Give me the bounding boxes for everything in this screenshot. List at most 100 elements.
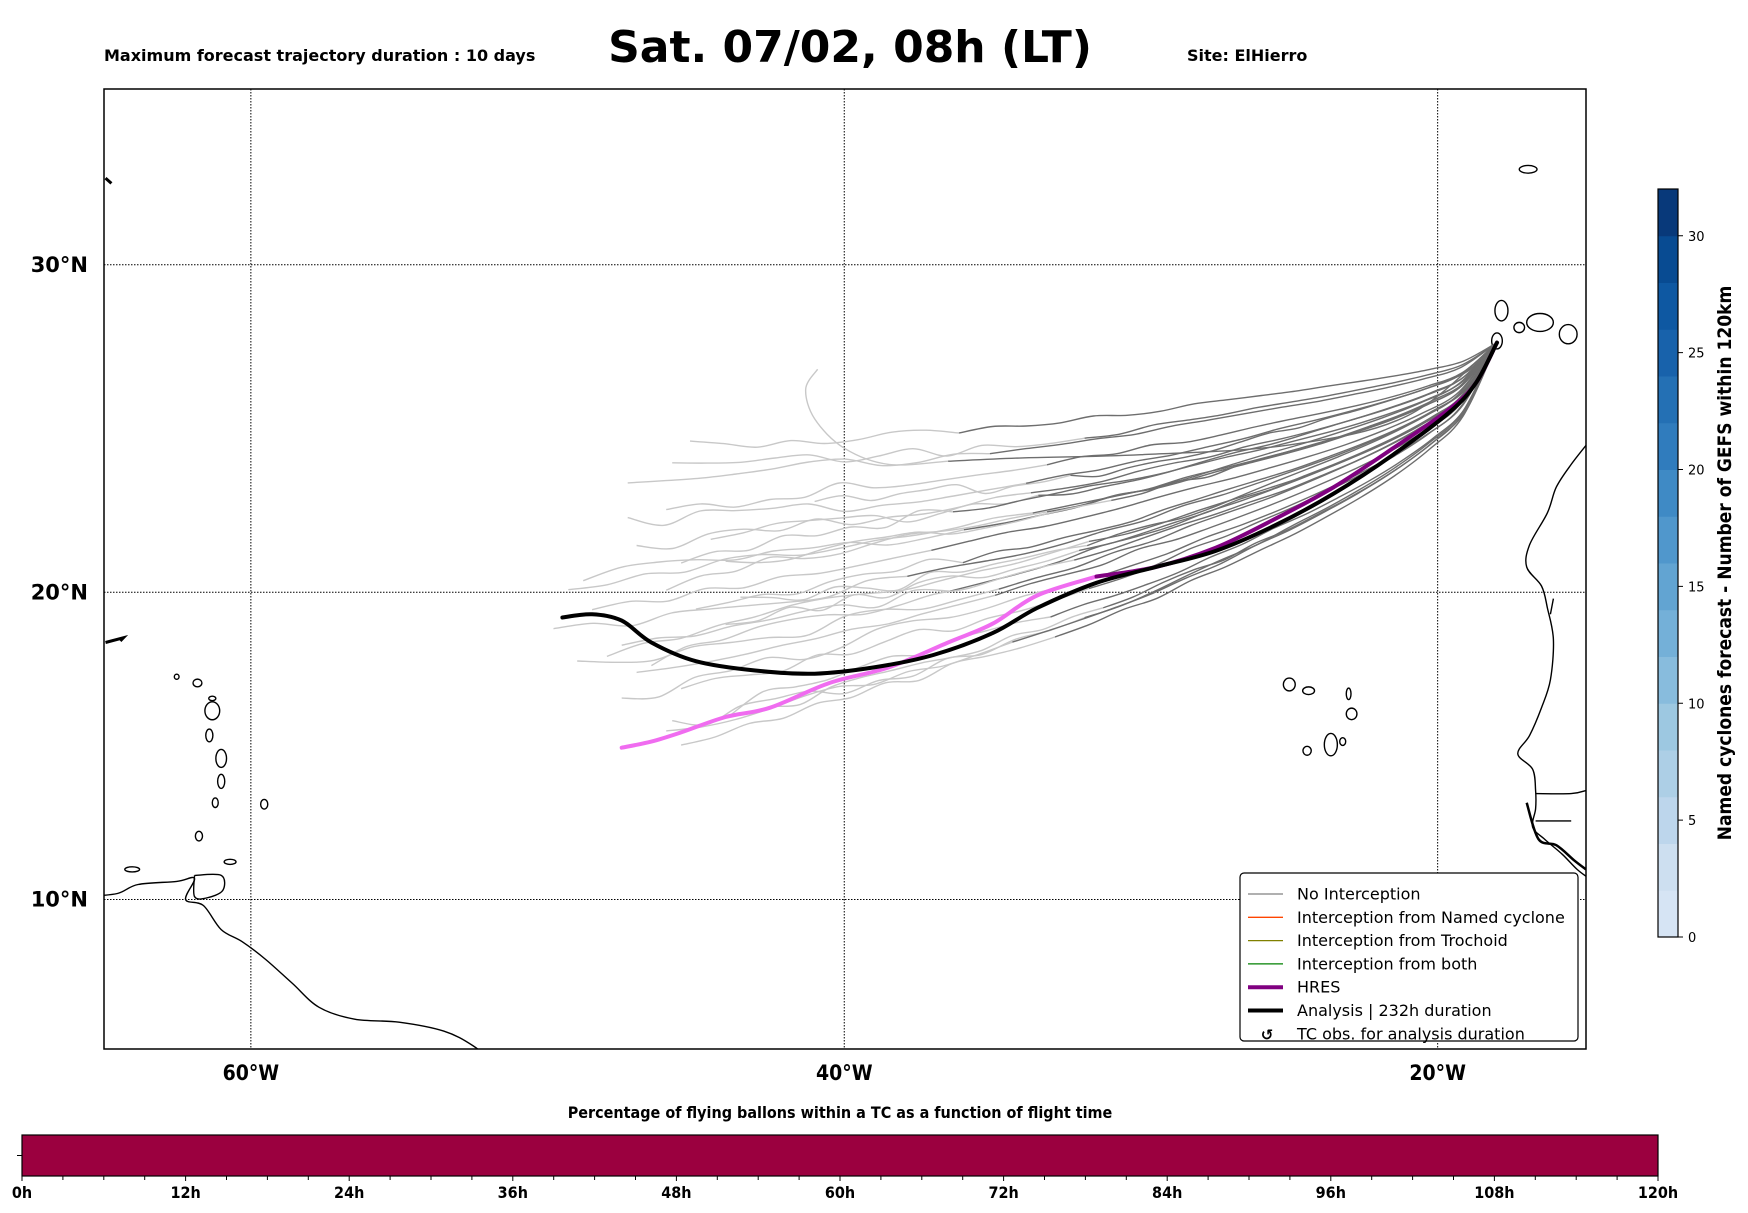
madeira <box>1518 164 1538 174</box>
ensemble-trajectory-early <box>1025 342 1498 484</box>
ensemble-trajectory-early <box>948 342 1498 462</box>
legend-label: TC obs. for analysis duration <box>1296 1024 1525 1043</box>
time-tick-label: 24h <box>334 1183 364 1202</box>
barbados <box>259 798 269 810</box>
ensemble-trajectory-late <box>725 499 1112 564</box>
lesser-antilles <box>205 728 214 743</box>
colorbar-tick-label: 20 <box>1688 464 1705 479</box>
cape-verde-island <box>1282 677 1296 692</box>
time-tick-label: 72h <box>988 1183 1018 1202</box>
ensemble-trajectory-late <box>695 558 963 610</box>
cape-verde-island <box>1339 737 1347 747</box>
lon-tick-label: 40°W <box>816 1061 873 1085</box>
colorbar-tick-label: 15 <box>1688 580 1705 595</box>
time-tick-label: 120h <box>1638 1183 1678 1202</box>
time-tick-label: 60h <box>825 1183 855 1202</box>
cape-verde-island <box>1323 732 1339 757</box>
time-tick-label: 108h <box>1474 1183 1514 1202</box>
colorbar-segment <box>1658 329 1678 377</box>
lesser-antilles <box>215 748 228 769</box>
ensemble-trajectory-early <box>952 342 1498 513</box>
ensemble-trajectory-late <box>689 429 960 448</box>
ensemble-trajectory-early <box>1084 342 1498 619</box>
ensemble-trajectory-late <box>710 494 1039 540</box>
ensemble-trajectories <box>553 341 1498 746</box>
analysis-trajectory <box>560 340 1499 676</box>
lesser-antilles <box>216 773 226 790</box>
time-tick-label: 0h <box>12 1183 32 1202</box>
ensemble-trajectory-late <box>672 617 1085 726</box>
tc-observation-icon: ↺ <box>1261 1026 1274 1044</box>
ensemble-trajectory-early <box>931 342 1498 551</box>
ensemble-trajectory-late <box>621 588 951 646</box>
canary-island <box>1494 299 1509 322</box>
ensemble-trajectory-early <box>958 341 1498 434</box>
time-bar-title: Percentage of flying ballons within a TC… <box>568 1103 1113 1122</box>
canary-island <box>1558 323 1578 345</box>
legend-item: ↺ TC obs. for analysis duration <box>1261 1024 1525 1044</box>
ensemble-trajectory-early <box>1059 342 1498 589</box>
time-bar-fill <box>22 1135 1658 1176</box>
colorbar-segment <box>1658 469 1678 517</box>
bermuda <box>104 176 113 185</box>
colorbar-label: Named cyclones forecast - Number of GEFS… <box>1714 286 1736 841</box>
ensemble-trajectory-late <box>621 586 1060 700</box>
cape-verde-island <box>1345 687 1352 701</box>
colorbar-segment <box>1658 703 1678 751</box>
ensemble-trajectory-late <box>665 511 1048 591</box>
colorbar-segment <box>1658 609 1678 657</box>
ensemble-trajectory-late <box>591 549 932 611</box>
colorbar-segment <box>1658 750 1678 798</box>
time-tick-label: 96h <box>1316 1183 1346 1202</box>
virgin-islands <box>105 634 129 644</box>
lon-tick-label: 20°W <box>1409 1061 1466 1085</box>
ensemble-trajectory-late <box>804 368 949 466</box>
colorbar-tick-label: 5 <box>1688 814 1696 829</box>
cape-verde-island <box>1302 745 1312 756</box>
map-title: Sat. 07/02, 08h (LT) <box>608 22 1092 73</box>
lesser-antilles <box>204 701 221 721</box>
ensemble-trajectory-early <box>1088 342 1498 543</box>
western-sahara-inlet <box>1549 598 1555 615</box>
lesser-antilles <box>194 830 204 842</box>
lon-tick-label: 60°W <box>223 1061 280 1085</box>
ensemble-trajectory-late <box>627 452 990 484</box>
ensemble-trajectory-early <box>1050 342 1498 618</box>
ensemble-trajectory-early <box>962 342 1498 564</box>
legend-item: Interception from Named cyclone <box>1248 908 1565 927</box>
ensemble-trajectory-late <box>651 559 1075 667</box>
ensemble-trajectory-late <box>568 512 1033 591</box>
ensemble-trajectory-late <box>636 492 1031 550</box>
ensemble-trajectory-late <box>680 587 1090 690</box>
ensemble-trajectory-late <box>577 588 999 664</box>
west-africa-coast <box>1517 444 1586 878</box>
hres-trajectory-late <box>619 574 1099 750</box>
trinidad <box>192 873 226 900</box>
ensemble-trajectory-late <box>606 540 1090 658</box>
bijagos-archipelago <box>1525 802 1586 871</box>
time-tick-label: 12h <box>170 1183 200 1202</box>
colorbar-segment <box>1658 890 1678 938</box>
colorbar-segment <box>1658 376 1678 424</box>
ensemble-trajectory-late <box>582 529 965 582</box>
south-america-coast <box>104 876 479 1049</box>
time-tick-label: 36h <box>498 1183 528 1202</box>
time-tick-label: 84h <box>1152 1183 1182 1202</box>
ensemble-trajectory-early <box>1030 342 1498 494</box>
colorbar-segment <box>1658 189 1678 237</box>
ensemble-trajectory-late <box>740 544 1088 601</box>
margarita <box>124 866 141 873</box>
legend: No Interception Interception from Named c… <box>1239 872 1579 1044</box>
canary-island <box>1513 321 1526 334</box>
lesser-antilles <box>192 678 203 688</box>
ensemble-trajectory-early <box>1012 342 1498 643</box>
time-bar: Percentage of flying ballons within a TC… <box>12 1103 1678 1202</box>
coastlines <box>104 164 1586 1049</box>
ensemble-trajectory-early <box>1084 342 1498 439</box>
ensemble-trajectory-early <box>989 342 1498 455</box>
lesser-antilles <box>173 673 180 681</box>
colorbar-segment <box>1658 796 1678 844</box>
ensemble-trajectory-late <box>627 482 1027 527</box>
legend-item: Interception from Trochoid <box>1248 931 1508 950</box>
colorbar: 0 5 10 15 20 25 30 Named cyclones forecast - Nu… <box>1657 188 1736 946</box>
